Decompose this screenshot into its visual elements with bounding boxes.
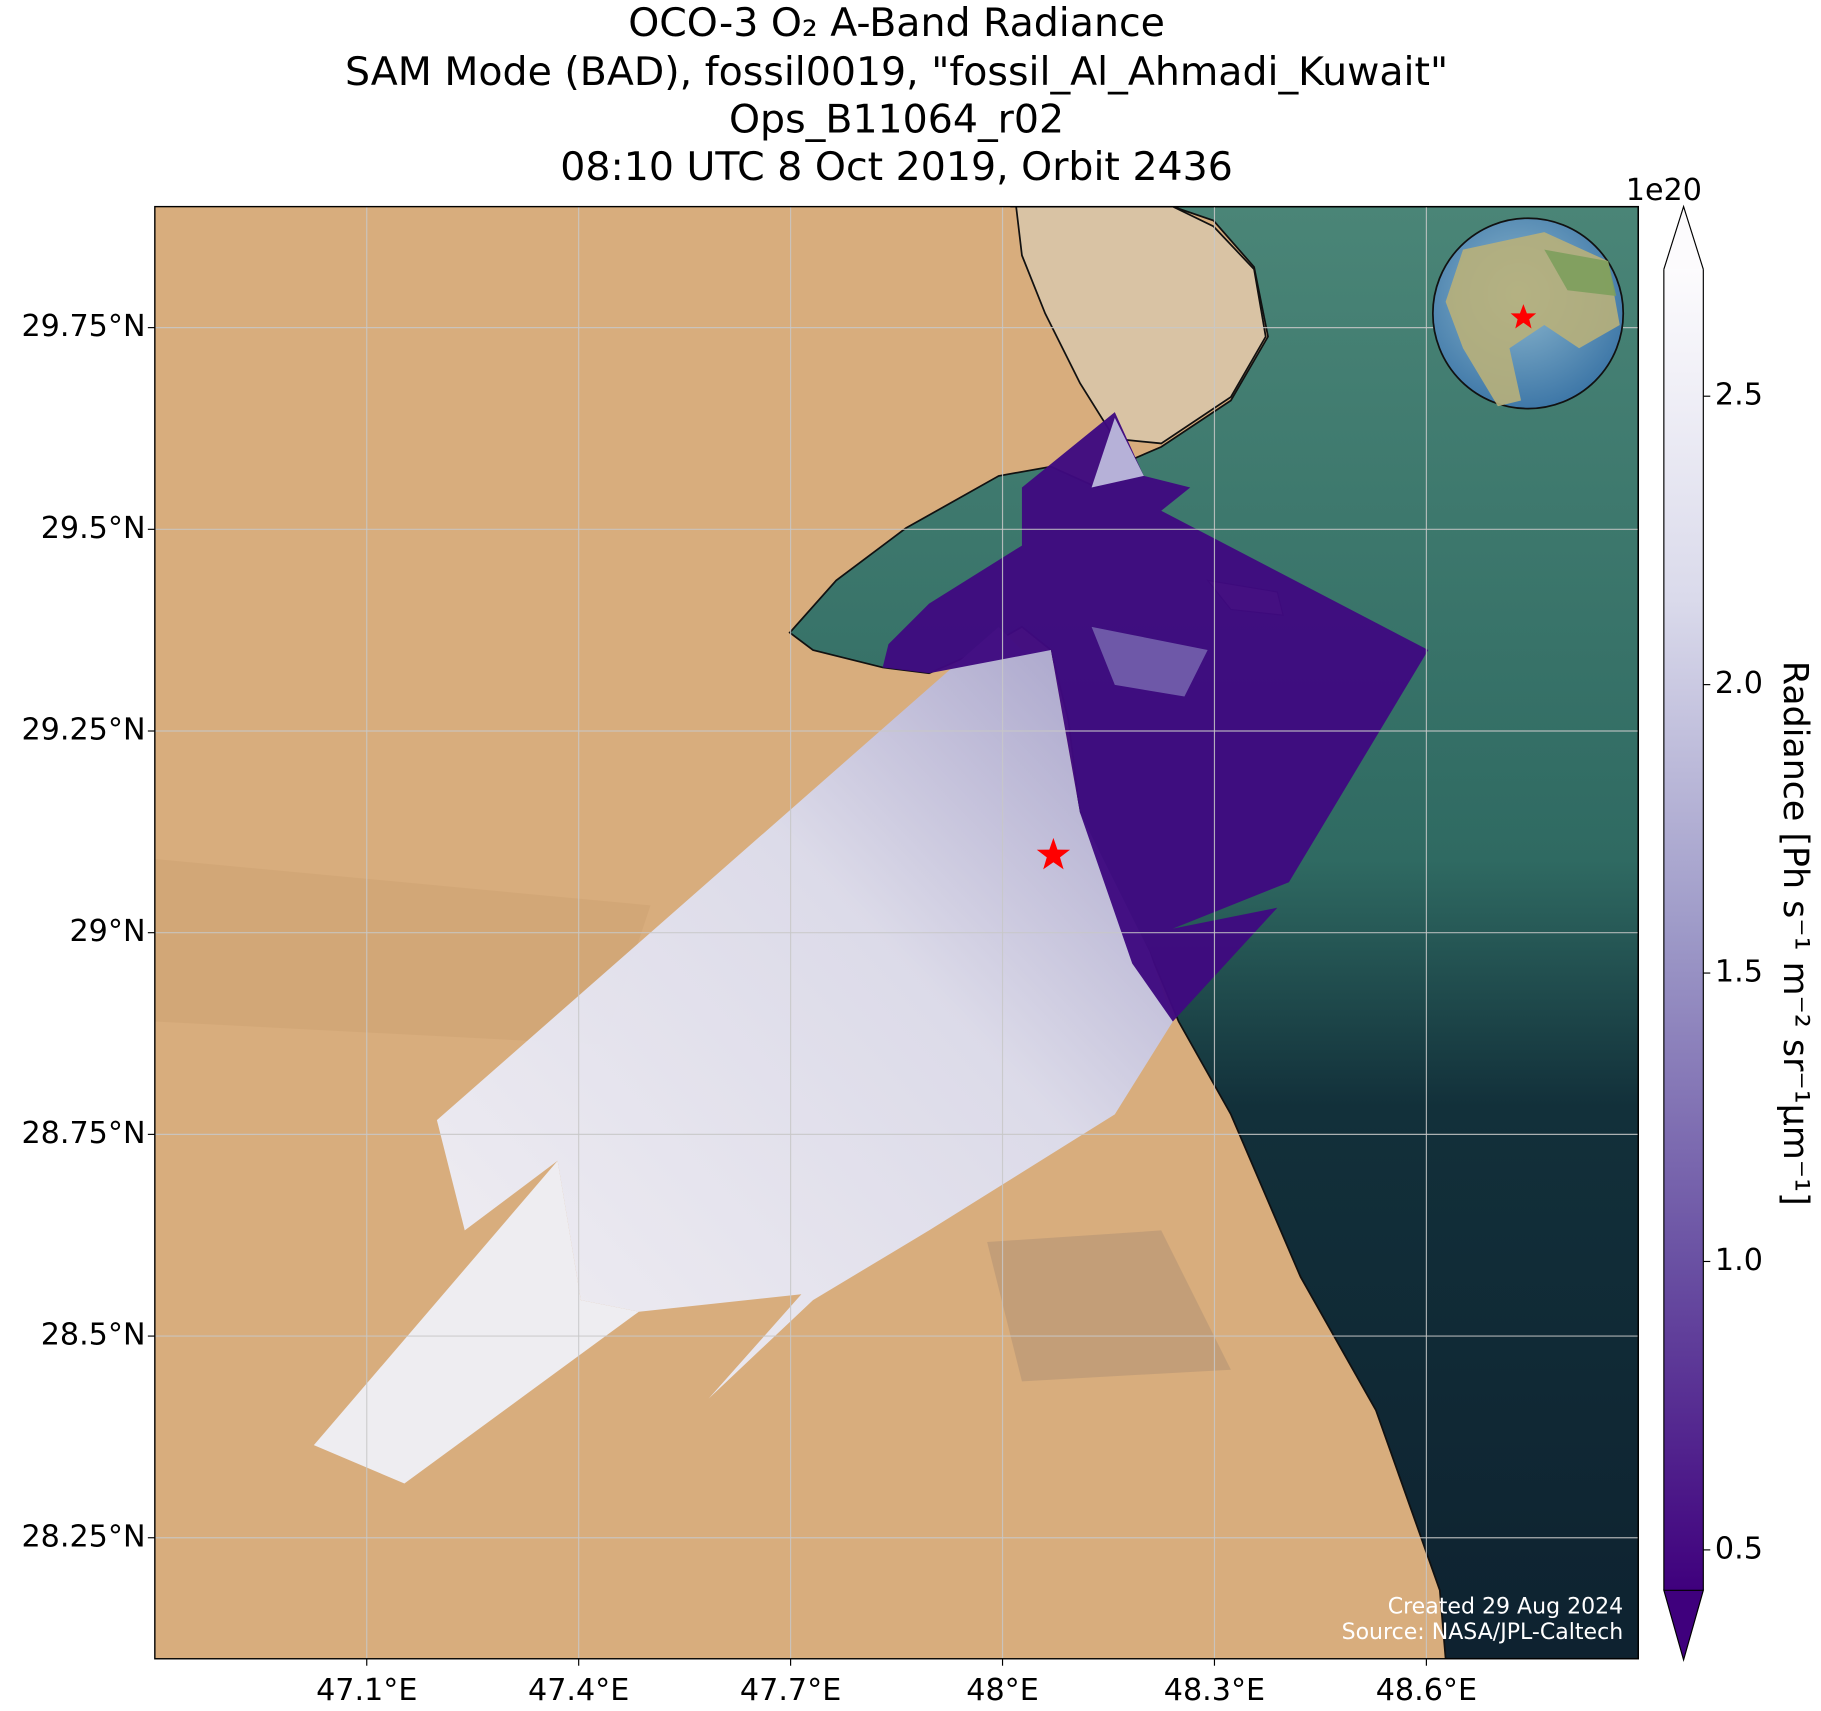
colorbar-tick-label: 0.5 (1715, 1531, 1763, 1566)
colorbar-label: Radiance [Ph s⁻¹ m⁻² sr⁻¹μm⁻¹] (1775, 661, 1815, 1206)
radiance-swath (313, 412, 1429, 1484)
y-tick-label: 28.75°N (21, 1116, 145, 1151)
colorbar-frame (1663, 269, 1704, 1591)
y-tick-label: 29.25°N (21, 713, 145, 748)
target-star (1036, 837, 1070, 870)
marks (1036, 837, 1070, 870)
x-tick-label: 48.6°E (1376, 1673, 1477, 1708)
title-line: OCO-3 O₂ A-Band Radiance (628, 0, 1165, 46)
x-tick-label: 48.3°E (1164, 1673, 1265, 1708)
title-line: SAM Mode (BAD), fossil0019, "fossil_Al_A… (345, 49, 1448, 95)
land-texture (154, 858, 651, 1045)
y-tick-label: 29°N (69, 914, 145, 949)
grid (154, 206, 1639, 1659)
colorbar-extend (1663, 1589, 1705, 1663)
colorbar-tick-label: 2.0 (1715, 666, 1763, 701)
footer-text: Created 29 Aug 2024 (1388, 1595, 1624, 1620)
y-tick-label: 29.75°N (21, 309, 145, 344)
x-tick-label: 48°E (966, 1673, 1039, 1708)
y-tick-label: 28.5°N (41, 1318, 146, 1353)
colorbar: 1e20 Radiance [Ph s⁻¹ m⁻² sr⁻¹μm⁻¹] 0.5 1… (1626, 173, 1815, 1663)
colorbar-ramp (1663, 269, 1704, 1591)
map: Created 29 Aug 2024 Source: NASA/JPL-Cal… (154, 206, 1639, 1659)
island (1015, 206, 1267, 445)
y-tick-label: 29.5°N (41, 511, 146, 546)
footer-text: Source: NASA/JPL-Caltech (1342, 1620, 1624, 1645)
y-tick-label: 28.25°N (21, 1519, 145, 1554)
colorbar-extend (1663, 204, 1704, 270)
colorbar-exponent: 1e20 (1626, 173, 1702, 208)
title-line: Ops_B11064_r02 (729, 96, 1064, 142)
globe-inset (1431, 217, 1625, 410)
x-tick-label: 47.7°E (740, 1673, 841, 1708)
colorbar-tick-label: 1.5 (1715, 955, 1763, 990)
title-line: 08:10 UTC 8 Oct 2019, Orbit 2436 (560, 144, 1233, 190)
colorbar-tick-label: 1.0 (1715, 1243, 1763, 1278)
x-tick-label: 47.4°E (528, 1673, 629, 1708)
x-tick-label: 47.1°E (316, 1673, 417, 1708)
title: OCO-3 O₂ A-Band Radiance SAM Mode (BAD),… (345, 0, 1448, 190)
colorbar-tick-label: 2.5 (1715, 378, 1763, 413)
land-texture (987, 1230, 1231, 1382)
